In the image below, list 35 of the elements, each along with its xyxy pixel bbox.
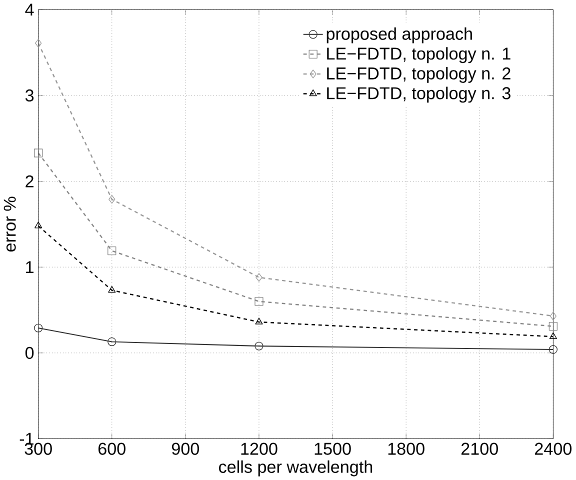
x-tick-label: 1200 [241,442,278,455]
x-tick-label: 1500 [314,442,351,455]
y-tick-label: 4 [25,4,34,16]
legend-label: LE−FDTD, topology n. 1 [327,47,510,63]
point [34,38,42,48]
y-tick-label: 1 [26,261,34,273]
point [108,337,116,346]
point [256,273,262,282]
point [34,324,43,332]
point [548,322,558,331]
x-tick-label: 300 [24,442,52,455]
legend-label: LE−FDTD, topology n. 2 [327,66,510,83]
point [549,332,557,339]
point [34,148,43,158]
legend-label: LE−FDTD, topology n. 3 [327,86,510,103]
x-tick-label: 900 [172,442,200,455]
legend-label: proposed approach [326,27,472,44]
point [255,318,263,324]
y-axis-title: error % [4,196,16,252]
y-tick-label: 2 [26,175,34,188]
point [254,297,264,306]
point [254,342,264,350]
point [108,194,116,204]
point [550,312,557,320]
x-tick-label: 2100 [461,442,498,455]
point [548,345,558,354]
y-tick-label: 0 [25,346,34,359]
point [108,246,116,256]
point [108,286,116,293]
x-tick-label: 1800 [388,442,424,455]
x-tick-label: 2400 [535,442,572,455]
x-tick-label: 600 [98,442,126,455]
y-tick-label: 3 [25,89,34,102]
point [34,222,42,228]
x-axis-title: cells per wavelength [219,460,372,476]
